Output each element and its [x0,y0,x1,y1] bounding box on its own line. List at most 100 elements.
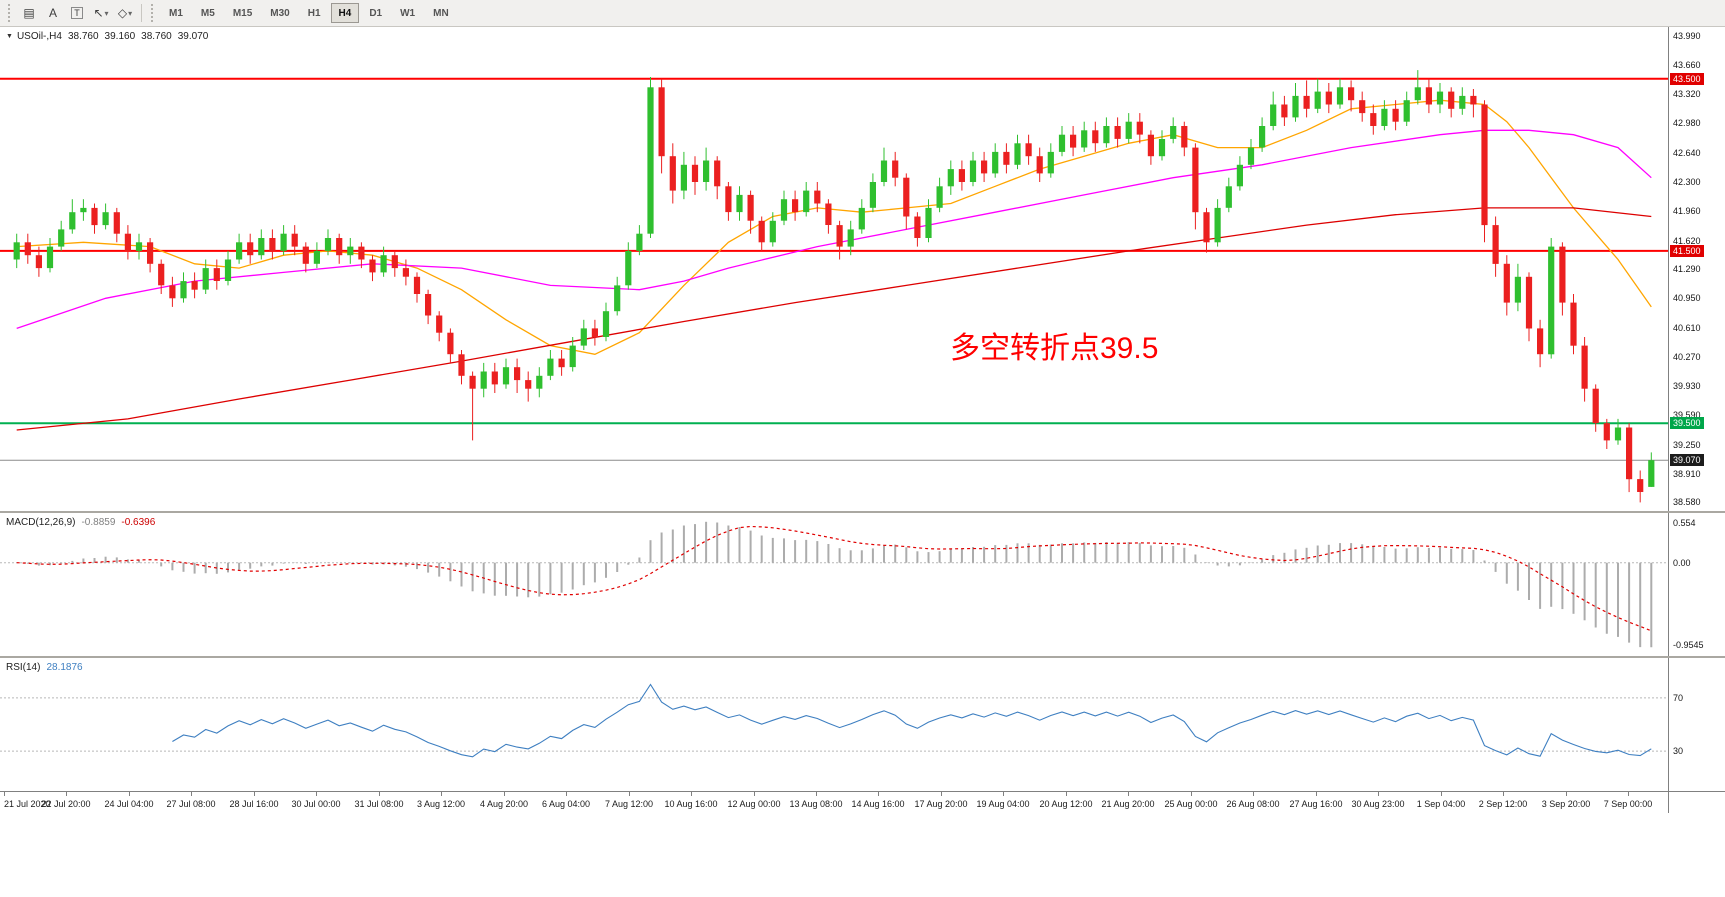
time-axis-label: 10 Aug 16:00 [664,799,718,809]
time-axis-tick [379,792,380,796]
time-axis-tick [4,792,5,796]
macd-axis-label-high: 0.554 [1673,517,1696,528]
panel-splitter[interactable] [0,656,1725,658]
macd-value-main: -0.8859 [81,517,116,528]
text-tool-button[interactable]: A [42,3,64,24]
time-axis-label: 2 Sep 12:00 [1478,799,1528,809]
timeframe-m30-button[interactable]: M30 [262,3,297,23]
timeframe-h1-button[interactable]: H1 [300,3,329,23]
time-axis-label: 19 Aug 04:00 [976,799,1030,809]
time-axis-tick [254,792,255,796]
price-axis-label: 42.640 [1673,148,1701,158]
time-axis-label: 7 Sep 00:00 [1603,799,1653,809]
timeframe-toolbar-grip[interactable] [151,4,157,22]
time-axis-tick [1503,792,1504,796]
time-axis-label: 30 Aug 23:00 [1351,799,1405,809]
collapse-icon[interactable]: ▼ [6,33,13,40]
macd-panel[interactable]: MACD(12,26,9) -0.8859 -0.6396 0.554 0.00… [0,513,1725,656]
rsi-canvas[interactable] [0,658,1668,791]
rsi-line [172,683,1652,758]
objects-list-icon: ▤ [23,6,35,20]
time-axis-tick [1003,792,1004,796]
price-chart-panel[interactable]: ▼ USOil-,H4 38.760 39.160 38.760 39.070 … [0,27,1725,511]
price-axis-label: 40.610 [1673,323,1701,333]
cursor-tool-button[interactable]: ↖ ▾ [90,3,112,24]
rsi-title: RSI(14) 28.1876 [6,662,83,673]
price-axis-label: 41.620 [1673,236,1701,246]
objects-list-button[interactable]: ▤ [18,3,40,24]
time-axis-tick [1066,792,1067,796]
time-axis-label: 20 Aug 12:00 [1039,799,1093,809]
time-axis-label: 26 Aug 08:00 [1226,799,1280,809]
time-axis-tick [691,792,692,796]
macd-title: MACD(12,26,9) -0.8859 -0.6396 [6,517,155,528]
timeframe-mn-button[interactable]: MN [425,3,457,23]
chart-title-overlay: ▼ USOil-,H4 38.760 39.160 38.760 39.070 [6,31,208,42]
ohlc-high: 39.160 [104,31,136,42]
price-axis-label: 43.660 [1673,60,1701,70]
text-tool-icon: A [48,6,57,20]
candles-layer [13,70,1655,503]
price-axis-label: 39.590 [1673,410,1701,420]
time-axis-label: 7 Aug 12:00 [604,799,654,809]
time-axis-label: 25 Aug 00:00 [1164,799,1218,809]
rsi-level-70-label: 70 [1673,692,1684,703]
ohlc-open: 38.760 [67,31,99,42]
price-axis-label: 38.910 [1673,469,1701,479]
time-axis-label: 12 Aug 00:00 [727,799,781,809]
ma-line-fast [16,99,1652,355]
toolbar-grip[interactable] [8,4,14,22]
dropdown-caret-icon: ▾ [128,8,133,18]
toolbar: ▤ A T ↖ ▾ ◇ ▾ M1 M5 M15 M30 H1 H4 D1 W1 MN [0,0,1725,27]
label-tool-button[interactable]: T [66,3,88,24]
time-axis-tick [941,792,942,796]
rsi-level-30-label: 30 [1673,746,1684,757]
time-axis-tick [1253,792,1254,796]
timeframe-m1-button[interactable]: M1 [161,3,191,23]
rsi-panel[interactable]: RSI(14) 28.1876 70 30 [0,658,1725,791]
price-axis-label: 40.270 [1673,352,1701,362]
time-axis-tick [629,792,630,796]
price-line-badge: 39.070 [1670,454,1704,466]
price-chart-canvas[interactable] [0,27,1668,511]
time-axis-tick [1378,792,1379,796]
rsi-label: RSI(14) [6,662,41,673]
timeframe-h4-button[interactable]: H4 [330,3,360,23]
macd-canvas[interactable] [0,513,1668,656]
macd-signal-line [16,525,1652,632]
price-axis-border [1668,27,1669,813]
price-axis-label: 41.290 [1673,264,1701,274]
timeframe-m15-button[interactable]: M15 [225,3,260,23]
label-tool-icon: T [71,7,83,19]
time-axis-tick [754,792,755,796]
time-axis-label: 31 Jul 08:00 [354,799,404,809]
panel-splitter[interactable] [0,511,1725,513]
shapes-tool-button[interactable]: ◇ ▾ [114,3,136,24]
timeframe-d1-button[interactable]: D1 [361,3,390,23]
timeframe-w1-button[interactable]: W1 [392,3,423,23]
macd-value-signal: -0.6396 [121,517,156,528]
toolbar-tools: ▤ A T ↖ ▾ ◇ ▾ [18,3,136,24]
time-axis-tick [191,792,192,796]
ohlc-low: 38.760 [141,31,172,42]
symbol-label: USOil-,H4 [16,31,62,42]
time-axis-label: 14 Aug 16:00 [851,799,905,809]
macd-histogram-layer [26,521,1653,648]
time-axis-tick [1566,792,1567,796]
time-axis-label: 17 Aug 20:00 [914,799,968,809]
time-axis-tick [1441,792,1442,796]
time-axis-tick [878,792,879,796]
timeframe-m5-button[interactable]: M5 [193,3,223,23]
time-axis-label: 21 Aug 20:00 [1101,799,1155,809]
time-axis-label: 28 Jul 16:00 [229,799,279,809]
chart-annotation: 多空转折点39.5 [950,332,1159,365]
price-line-badge: 39.500 [1670,417,1704,429]
time-axis-tick [1128,792,1129,796]
price-axis-label: 42.300 [1673,177,1701,187]
moving-averages-layer [16,99,1652,431]
price-axis-label: 38.580 [1673,497,1701,507]
time-axis-tick [66,792,67,796]
time-axis-tick [1628,792,1629,796]
time-axis-label: 21 Jul 2020 [4,799,51,809]
price-line-badge: 41.500 [1670,245,1704,257]
